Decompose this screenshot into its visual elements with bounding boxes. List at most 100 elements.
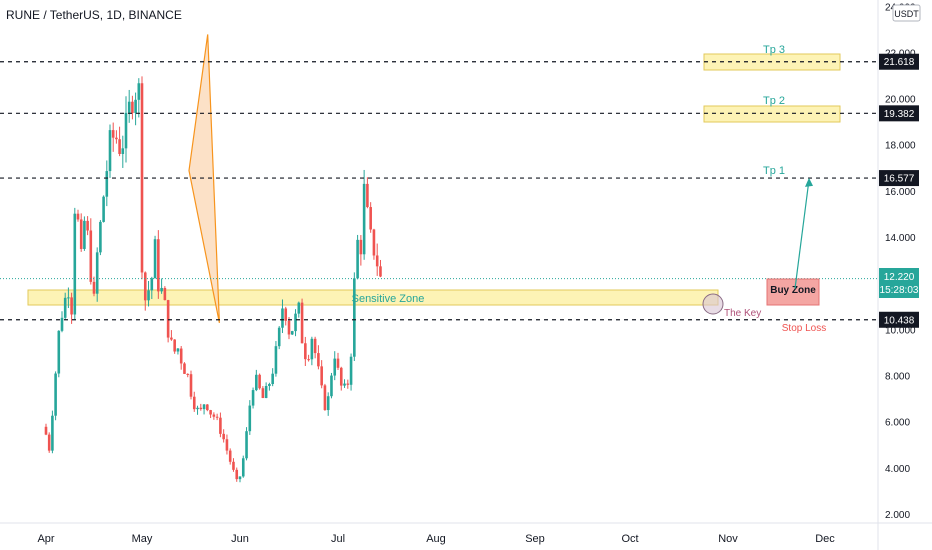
sensitive-zone-label: Sensitive Zone — [352, 293, 425, 305]
candle-body — [379, 266, 382, 277]
tp1-level-value: 16.577 — [884, 174, 915, 185]
candle-body — [264, 385, 268, 398]
candle-body — [375, 255, 379, 267]
candle-body — [284, 308, 288, 321]
candle-body — [258, 374, 261, 389]
candle-body — [134, 99, 137, 113]
candle-body — [228, 450, 232, 462]
candle-body — [86, 220, 89, 231]
candle-body — [73, 213, 77, 315]
y-tick-label: 4.000 — [885, 464, 910, 475]
candle-body — [54, 373, 57, 416]
candle-body — [271, 373, 274, 385]
candle-body — [323, 385, 327, 411]
candle-body — [202, 404, 206, 410]
candle-body — [192, 396, 196, 410]
candle-body — [143, 272, 147, 301]
tp1-label: Tp 1 — [763, 165, 785, 177]
current-price-value: 12.220 — [884, 272, 915, 283]
countdown-timer: 15:28:03 — [880, 285, 919, 296]
candle-body — [108, 130, 112, 172]
projection-arrow[interactable] — [794, 179, 810, 289]
candle-body — [150, 278, 154, 291]
candle-body — [102, 196, 105, 222]
candle-body — [76, 213, 80, 220]
candle-body — [245, 431, 248, 459]
y-tick-label: 14.000 — [885, 233, 916, 244]
candlestick-series — [44, 76, 382, 483]
candle-body — [63, 297, 67, 318]
candle-body — [147, 290, 150, 301]
candle-body — [199, 407, 203, 410]
candle-body — [44, 426, 48, 435]
tp3-level-value: 21.618 — [884, 57, 915, 68]
x-tick-label: Sep — [525, 533, 545, 545]
tp3-level-badge — [879, 53, 919, 70]
current-price-badge — [879, 268, 919, 298]
y-tick-label: 20.000 — [885, 95, 916, 106]
candle-body — [304, 343, 307, 360]
candle-body — [274, 346, 278, 374]
candle-body — [83, 220, 86, 249]
candle-body — [290, 331, 294, 335]
candle-body — [294, 313, 297, 332]
candle-body — [333, 358, 337, 376]
the-key-circle — [702, 293, 724, 315]
candle-body — [232, 461, 235, 470]
candle-body — [339, 367, 343, 386]
x-tick-label: May — [132, 533, 153, 545]
candle-body — [140, 83, 144, 273]
candle-body — [115, 137, 118, 140]
stop-level-value: 10.438 — [884, 315, 915, 326]
rising-wedge-pattern[interactable] — [188, 34, 220, 324]
candle-body — [235, 469, 239, 480]
candle-body — [261, 388, 265, 398]
candle-body — [163, 287, 167, 301]
candle-body — [189, 374, 193, 397]
candle-body — [79, 219, 83, 249]
y-tick-label: 8.000 — [885, 372, 910, 383]
candle-body — [362, 183, 366, 255]
currency-badge-box[interactable] — [892, 4, 921, 22]
x-axis-ticks: Apr May Jun Jul Aug Sep Oct Nov Dec — [37, 533, 835, 545]
candle-body — [95, 252, 99, 294]
candle-body — [209, 410, 212, 415]
candle-body — [281, 308, 284, 328]
candle-body — [356, 239, 359, 279]
candle-body — [166, 300, 170, 338]
candle-body — [372, 229, 376, 256]
candle-body — [131, 101, 134, 113]
candle-body — [277, 327, 281, 347]
candle-body — [196, 407, 199, 410]
candle-body — [287, 320, 291, 335]
candle-body — [219, 417, 222, 434]
currency-badge[interactable]: USDT — [894, 9, 919, 19]
candle-body — [369, 207, 372, 230]
candle-body — [51, 415, 54, 451]
candle-body — [222, 433, 225, 440]
candle-body — [111, 130, 115, 138]
candle-body — [300, 302, 304, 344]
candle-body — [255, 374, 258, 391]
candle-body — [47, 434, 51, 451]
projection-arrow-head — [805, 177, 813, 187]
candle-body — [326, 396, 330, 411]
tp2-level-value: 19.382 — [884, 109, 915, 120]
candle-body — [121, 148, 125, 154]
candle-body — [297, 302, 301, 314]
candle-body — [359, 239, 363, 255]
candle-body — [118, 139, 121, 154]
candle-body — [60, 317, 64, 331]
candle-body — [89, 230, 93, 282]
candle-body — [349, 356, 353, 385]
candle-body — [313, 338, 317, 354]
candle-body — [248, 405, 252, 432]
price-level-lines — [0, 61, 878, 321]
y-tick-label: 6.000 — [885, 418, 910, 429]
buy-zone[interactable] — [766, 278, 820, 306]
x-tick-label: Dec — [815, 533, 835, 545]
x-tick-label: Jul — [331, 533, 345, 545]
